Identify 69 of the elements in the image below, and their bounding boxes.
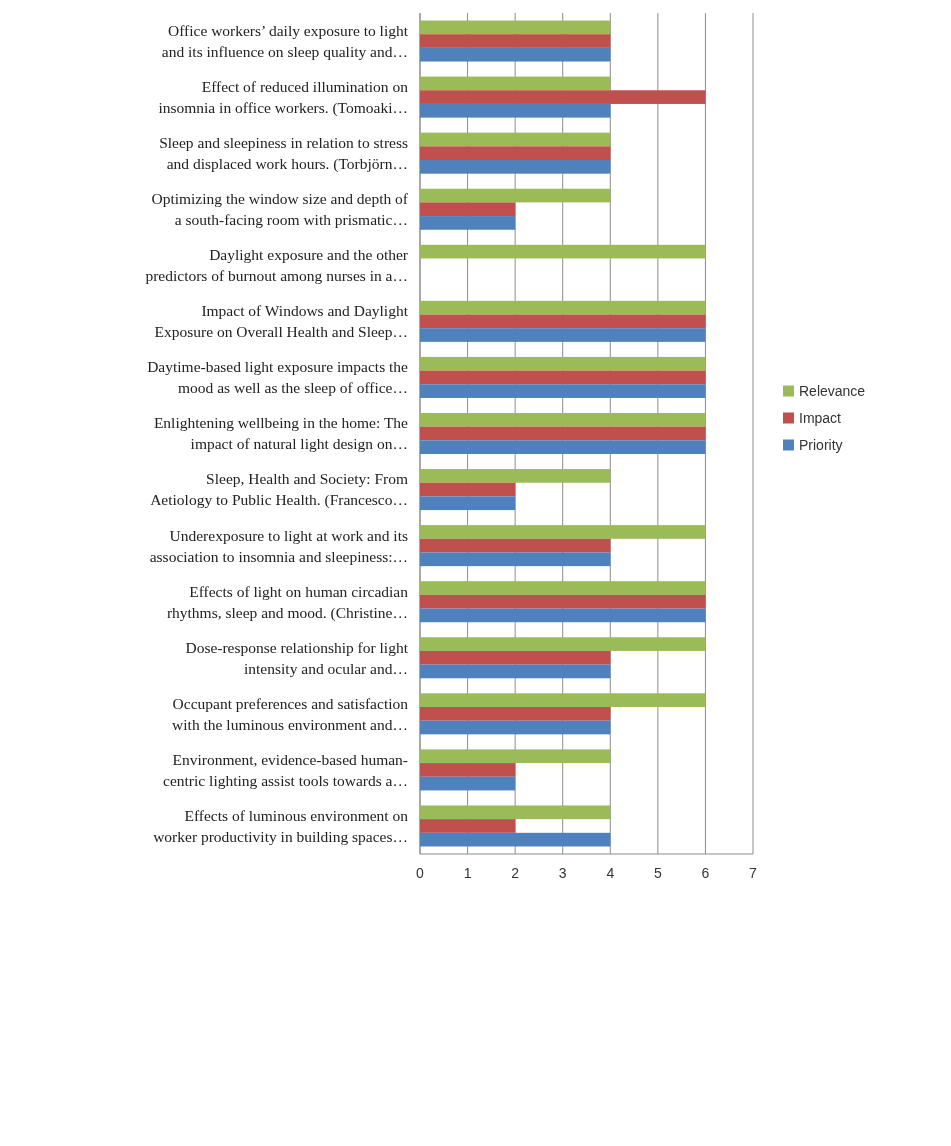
y-tick-label: Dose-response relationship for light intensity and ocular and… bbox=[185, 638, 409, 677]
bar bbox=[420, 805, 611, 820]
y-tick-label: Optimizing the window size and depth of a south-facing room with prismatic… bbox=[151, 190, 409, 229]
y-tick-label: Effects of luminous environment on worker productivity in building spaces… bbox=[153, 806, 409, 845]
bar bbox=[420, 552, 611, 567]
y-tick-label: Underexposure to light at work and its association to insomnia and sleepiness:… bbox=[149, 526, 408, 565]
bar bbox=[420, 693, 706, 707]
bar bbox=[420, 103, 611, 118]
bar bbox=[420, 720, 611, 735]
y-tick-label: Sleep and sleepiness in relation to stress and displaced work hours. (Torbjörn… bbox=[159, 134, 408, 174]
bar bbox=[420, 581, 706, 595]
x-tick-label: 7 bbox=[749, 865, 758, 881]
y-tick-label: Enlightening wellbeing in the home: The impact of natural light design on… bbox=[153, 414, 409, 453]
x-tick-label: 3 bbox=[558, 865, 567, 881]
bar bbox=[420, 496, 516, 511]
bar bbox=[420, 188, 611, 203]
bar bbox=[420, 370, 706, 385]
x-tick-label: 1 bbox=[463, 865, 472, 881]
y-tick-label: Effect of reduced illumination on insomnia in office workers. (Tomoaki… bbox=[158, 78, 409, 118]
bar bbox=[420, 650, 611, 665]
bar bbox=[420, 20, 611, 35]
bar bbox=[420, 763, 516, 777]
bar bbox=[420, 426, 706, 441]
y-tick-label: Impact of Windows and Daylight Exposure on Overall Health and Sleep… bbox=[154, 302, 409, 341]
bar bbox=[420, 482, 516, 497]
bar bbox=[420, 832, 611, 847]
y-tick-label: Sleep, Health and Society: From Aetiology to Public Health. (Francesco… bbox=[150, 470, 408, 510]
y-tick-label: Daytime-based light exposure impacts the mood as well as the sleep of office… bbox=[147, 358, 409, 397]
y-tick-label: Daylight exposure and the other predictors of burnout among nurses in a… bbox=[145, 246, 409, 285]
bar bbox=[420, 314, 706, 329]
bar bbox=[420, 328, 706, 342]
bar bbox=[420, 202, 516, 217]
legend-label: Impact bbox=[799, 410, 842, 427]
bar bbox=[420, 538, 611, 553]
bar bbox=[420, 525, 706, 539]
bar bbox=[420, 216, 516, 230]
bar bbox=[420, 300, 706, 315]
bar bbox=[420, 90, 706, 104]
x-tick-label: 6 bbox=[701, 865, 710, 881]
y-tick-label: Environment, evidence-based human- centric lighting assist tools towards a… bbox=[163, 750, 408, 789]
bar bbox=[420, 819, 516, 833]
bar bbox=[420, 637, 706, 651]
bar bbox=[420, 749, 611, 764]
bar bbox=[420, 707, 611, 721]
bar bbox=[420, 469, 611, 483]
bar bbox=[420, 594, 706, 609]
x-tick-label: 0 bbox=[416, 865, 425, 881]
x-tick-label: 2 bbox=[511, 865, 520, 881]
x-tick-label: 4 bbox=[606, 865, 615, 881]
bar bbox=[420, 440, 706, 455]
bar bbox=[420, 146, 611, 160]
bar bbox=[420, 412, 706, 427]
bar bbox=[420, 34, 611, 48]
y-tick-label: Effects of light on human circadian rhythms, sleep and mood. (Christine… bbox=[166, 582, 409, 622]
x-tick-label: 5 bbox=[653, 865, 662, 881]
y-tick-label: Occupant preferences and satisfaction with the luminous environment and… bbox=[172, 694, 409, 733]
bar bbox=[420, 132, 611, 147]
bar bbox=[420, 160, 611, 174]
legend-label: Relevance bbox=[799, 383, 866, 400]
bar bbox=[420, 608, 706, 623]
bar bbox=[420, 76, 611, 91]
bar bbox=[420, 47, 611, 62]
legend-label: Priority bbox=[799, 437, 843, 454]
y-tick-label: Office workers’ daily exposure to light and its influence on sleep quality and… bbox=[161, 21, 409, 60]
bar bbox=[420, 776, 516, 791]
bar bbox=[420, 664, 611, 679]
bar bbox=[420, 384, 706, 398]
bar bbox=[420, 356, 706, 371]
bar bbox=[420, 244, 706, 259]
